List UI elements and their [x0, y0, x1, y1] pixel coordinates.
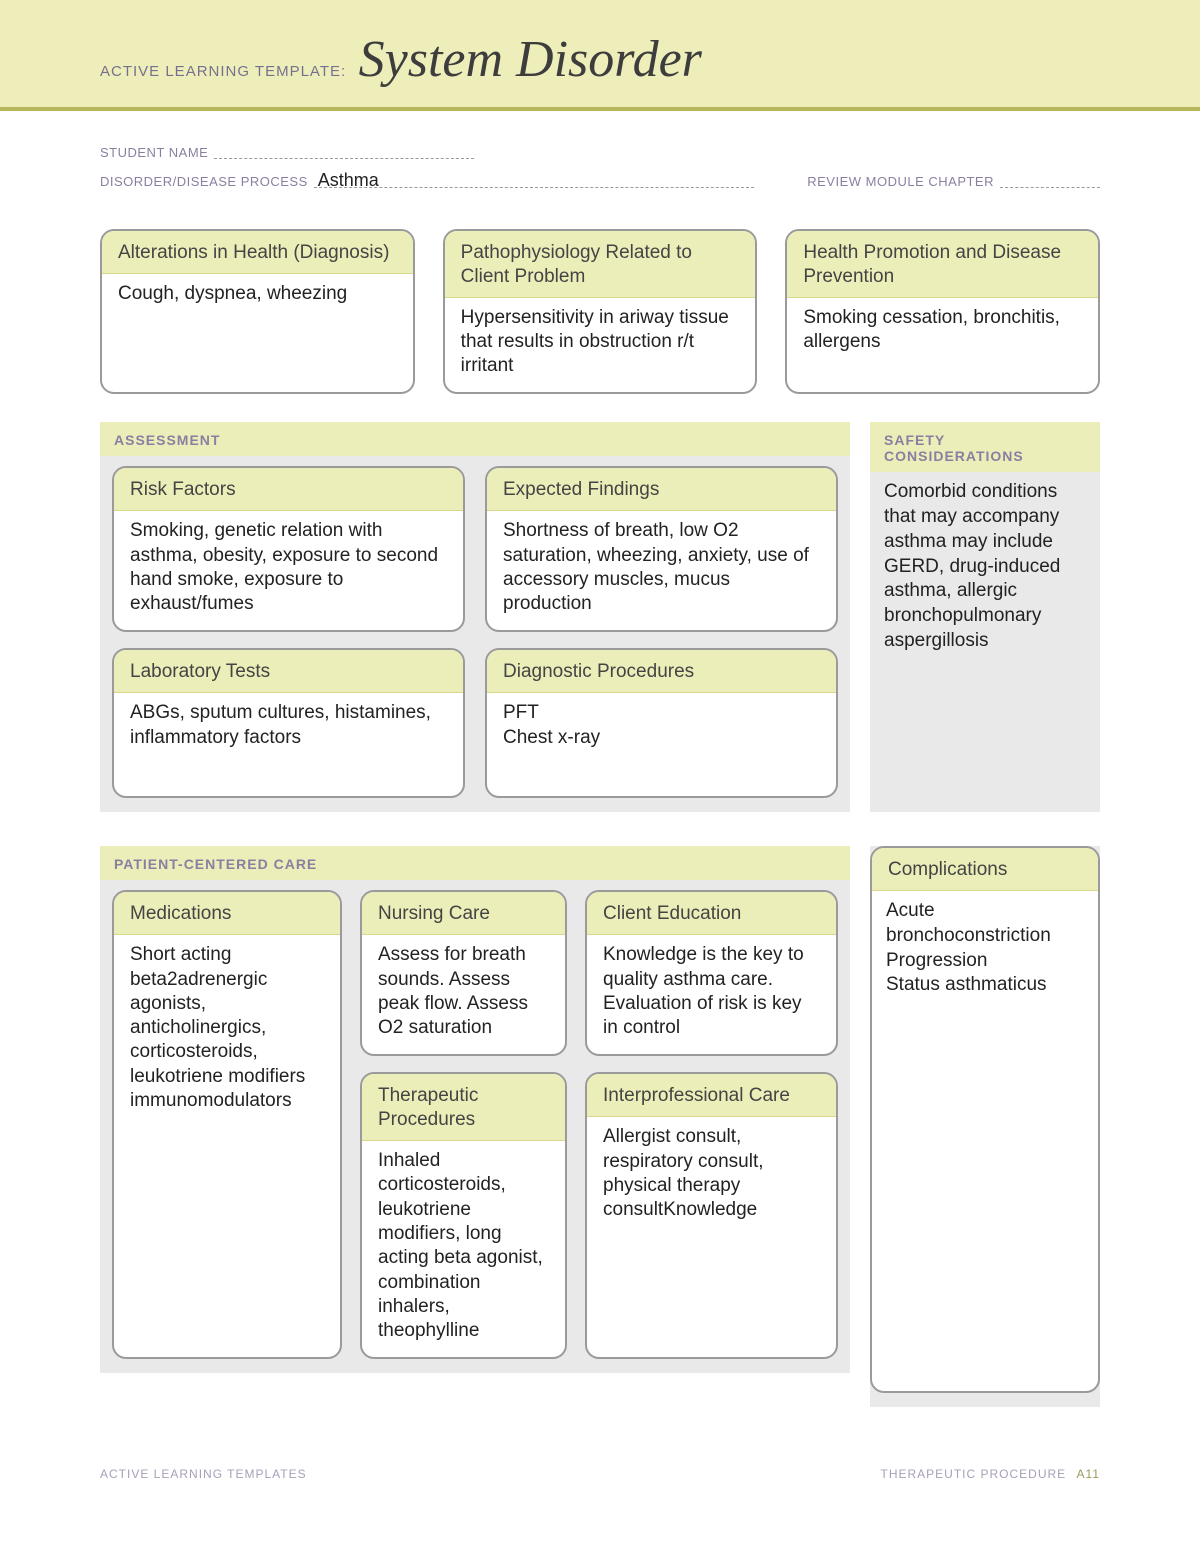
risk-title: Risk Factors — [114, 468, 463, 511]
interprof-box: Interprofessional Care Allergist consult… — [585, 1072, 838, 1359]
top-row: Alterations in Health (Diagnosis) Cough,… — [100, 229, 1100, 394]
assessment-section: ASSESSMENT Risk Factors Smoking, genetic… — [100, 422, 850, 812]
diag-box: Diagnostic Procedures PFT Chest x-ray — [485, 648, 838, 798]
interprof-title: Interprofessional Care — [587, 1074, 836, 1117]
banner-title: System Disorder — [359, 30, 702, 89]
safety-section: SAFETY CONSIDERATIONS Comorbid condition… — [870, 422, 1100, 812]
safety-body: Comorbid conditions that may accompany a… — [870, 472, 1100, 667]
disorder-row: DISORDER/DISEASE PROCESS Asthma REVIEW M… — [100, 170, 1100, 189]
patho-body: Hypersensitivity in ariway tissue that r… — [445, 298, 756, 393]
health-promo-box: Health Promotion and Disease Prevention … — [785, 229, 1100, 394]
meds-body: Short acting beta2adrenergic agonists, a… — [114, 935, 340, 1357]
assessment-section-title: ASSESSMENT — [100, 422, 850, 456]
therapeutic-title: Therapeutic Procedures — [362, 1074, 565, 1141]
diag-body: PFT Chest x-ray — [487, 693, 836, 796]
meds-box: Medications Short acting beta2adrenergic… — [112, 890, 342, 1359]
nursing-title: Nursing Care — [362, 892, 565, 935]
alterations-box: Alterations in Health (Diagnosis) Cough,… — [100, 229, 415, 394]
patho-title: Pathophysiology Related to Client Proble… — [445, 231, 756, 298]
pcc-section: PATIENT-CENTERED CARE Nursing Care Asses… — [100, 846, 850, 1373]
meds-title: Medications — [114, 892, 340, 935]
footer-left: ACTIVE LEARNING TEMPLATES — [100, 1467, 307, 1481]
expected-body: Shortness of breath, low O2 saturation, … — [487, 511, 836, 630]
student-name-input[interactable] — [214, 141, 474, 159]
safety-title: SAFETY CONSIDERATIONS — [870, 422, 1100, 472]
page: ACTIVE LEARNING TEMPLATE: System Disorde… — [0, 0, 1200, 1521]
client-ed-title: Client Education — [587, 892, 836, 935]
complications-wrap: Complications Acute bronchoconstriction … — [870, 846, 1100, 1407]
pcc-row: PATIENT-CENTERED CARE Nursing Care Asses… — [100, 846, 1100, 1407]
assessment-row: ASSESSMENT Risk Factors Smoking, genetic… — [100, 422, 1100, 846]
labs-body: ABGs, sputum cultures, histamines, infla… — [114, 693, 463, 796]
complications-body: Acute bronchoconstriction Progression St… — [872, 891, 1098, 1012]
review-input[interactable] — [1000, 170, 1100, 188]
pcc-section-title: PATIENT-CENTERED CARE — [100, 846, 850, 880]
footer-page: A11 — [1077, 1467, 1100, 1481]
labs-box: Laboratory Tests ABGs, sputum cultures, … — [112, 648, 465, 798]
labs-title: Laboratory Tests — [114, 650, 463, 693]
expected-title: Expected Findings — [487, 468, 836, 511]
client-ed-box: Client Education Knowledge is the key to… — [585, 890, 838, 1056]
patho-box: Pathophysiology Related to Client Proble… — [443, 229, 758, 394]
diag-title: Diagnostic Procedures — [487, 650, 836, 693]
complications-box: Complications Acute bronchoconstriction … — [870, 846, 1100, 1393]
review-value — [1000, 170, 1004, 190]
therapeutic-box: Therapeutic Procedures Inhaled corticost… — [360, 1072, 567, 1359]
risk-box: Risk Factors Smoking, genetic relation w… — [112, 466, 465, 632]
disorder-label: DISORDER/DISEASE PROCESS — [100, 174, 308, 189]
nursing-box: Nursing Care Assess for breath sounds. A… — [360, 890, 567, 1056]
risk-body: Smoking, genetic relation with asthma, o… — [114, 511, 463, 630]
banner-label: ACTIVE LEARNING TEMPLATE: — [100, 63, 346, 80]
alterations-title: Alterations in Health (Diagnosis) — [102, 231, 413, 274]
footer-right: THERAPEUTIC PROCEDURE A11 — [881, 1467, 1101, 1481]
student-name-row: STUDENT NAME — [100, 141, 1100, 160]
footer: ACTIVE LEARNING TEMPLATES THERAPEUTIC PR… — [0, 1427, 1200, 1521]
footer-right-label: THERAPEUTIC PROCEDURE — [881, 1467, 1067, 1481]
expected-box: Expected Findings Shortness of breath, l… — [485, 466, 838, 632]
student-name-value — [214, 141, 218, 161]
pcc-grid: Nursing Care Assess for breath sounds. A… — [112, 890, 838, 1359]
health-promo-title: Health Promotion and Disease Prevention — [787, 231, 1098, 298]
health-promo-body: Smoking cessation, bronchitis, allergens — [787, 298, 1098, 393]
nursing-body: Assess for breath sounds. Assess peak fl… — [362, 935, 565, 1054]
banner: ACTIVE LEARNING TEMPLATE: System Disorde… — [0, 0, 1200, 111]
assessment-grid: Risk Factors Smoking, genetic relation w… — [112, 466, 838, 798]
therapeutic-body: Inhaled corticosteroids, leukotriene mod… — [362, 1141, 565, 1358]
disorder-value: Asthma — [314, 170, 379, 190]
interprof-body: Allergist consult, respiratory consult, … — [587, 1117, 836, 1357]
student-name-label: STUDENT NAME — [100, 145, 208, 160]
review-label: REVIEW MODULE CHAPTER — [807, 174, 994, 189]
alterations-body: Cough, dyspnea, wheezing — [102, 274, 413, 393]
complications-title: Complications — [872, 848, 1098, 891]
client-ed-body: Knowledge is the key to quality asthma c… — [587, 935, 836, 1054]
content-area: STUDENT NAME DISORDER/DISEASE PROCESS As… — [0, 111, 1200, 1427]
disorder-input[interactable]: Asthma — [314, 170, 754, 188]
